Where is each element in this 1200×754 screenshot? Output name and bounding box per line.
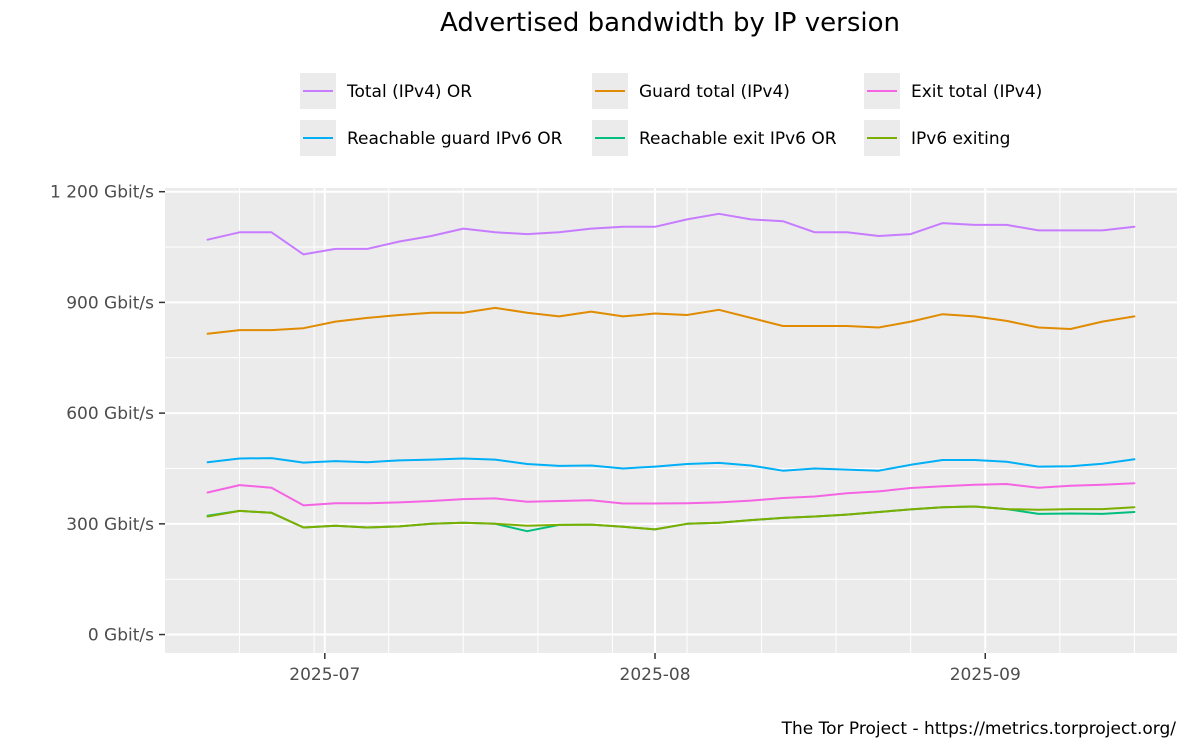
legend-label: Total (IPv4) OR (346, 82, 472, 102)
x-tick-label: 2025-09 (950, 665, 1021, 685)
legend-label: Exit total (IPv4) (911, 82, 1042, 102)
y-tick-label: 900 Gbit/s (66, 293, 154, 313)
legend-label: Reachable guard IPv6 OR (347, 129, 563, 149)
legend-label: IPv6 exiting (911, 129, 1010, 149)
series-line (206, 306, 1136, 335)
grid (165, 188, 1177, 653)
series-line (206, 482, 1136, 507)
x-tick-label: 2025-07 (289, 665, 360, 685)
series-line (206, 212, 1136, 256)
plot-panel (165, 188, 1177, 653)
y-tick-label: 0 Gbit/s (88, 626, 154, 646)
axes: 0 Gbit/s 300 Gbit/s 600 Gbit/s 900 Gbit/s 1 … (50, 183, 1021, 685)
series-layer (206, 212, 1136, 533)
series-line (206, 457, 1136, 472)
legend-label: Reachable exit IPv6 OR (639, 129, 837, 149)
caption: The Tor Project - https://metrics.torpro… (781, 719, 1177, 739)
series-line (206, 505, 1136, 531)
y-tick-label: 300 Gbit/s (66, 515, 154, 535)
y-tick-label: 600 Gbit/s (66, 404, 154, 424)
legend: Total (IPv4) OR Guard total (IPv4) Exit to… (300, 73, 1042, 156)
chart-title: Advertised bandwidth by IP version (440, 8, 900, 38)
legend-label: Guard total (IPv4) (639, 82, 790, 102)
y-tick-label: 1 200 Gbit/s (50, 183, 154, 203)
x-tick-label: 2025-08 (620, 665, 691, 685)
